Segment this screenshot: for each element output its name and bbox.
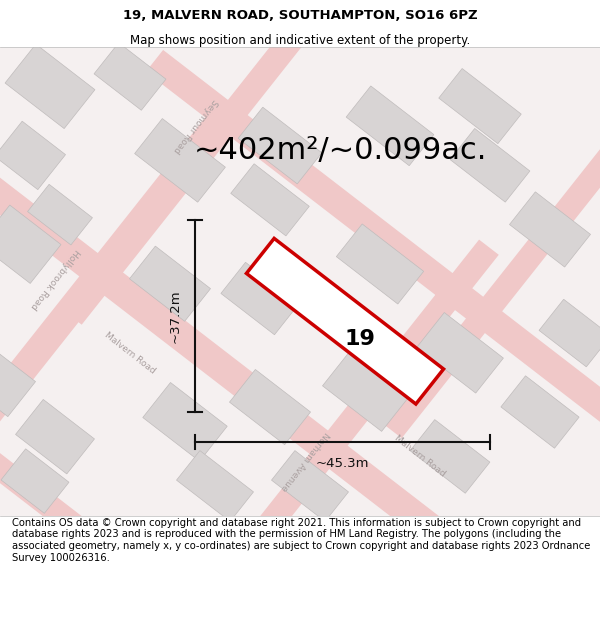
Polygon shape bbox=[146, 50, 600, 528]
Polygon shape bbox=[62, 0, 408, 325]
Polygon shape bbox=[176, 451, 253, 521]
Text: Malvern Road: Malvern Road bbox=[103, 330, 157, 376]
Text: Norham Avenue: Norham Avenue bbox=[279, 430, 331, 492]
Text: Seymour Road: Seymour Road bbox=[171, 97, 219, 154]
Text: 19, MALVERN ROAD, SOUTHAMPTON, SO16 6PZ: 19, MALVERN ROAD, SOUTHAMPTON, SO16 6PZ bbox=[122, 9, 478, 22]
Polygon shape bbox=[439, 69, 521, 144]
Polygon shape bbox=[0, 205, 61, 283]
Text: Malvern Road: Malvern Road bbox=[393, 434, 447, 479]
Polygon shape bbox=[383, 51, 600, 438]
Polygon shape bbox=[130, 246, 211, 321]
Polygon shape bbox=[0, 47, 600, 516]
Polygon shape bbox=[450, 129, 530, 202]
Text: Hollybrook Road: Hollybrook Road bbox=[29, 247, 81, 311]
Text: Contains OS data © Crown copyright and database right 2021. This information is : Contains OS data © Crown copyright and d… bbox=[12, 518, 590, 562]
Polygon shape bbox=[0, 291, 105, 552]
Polygon shape bbox=[238, 107, 322, 184]
Polygon shape bbox=[0, 348, 35, 417]
Polygon shape bbox=[16, 399, 94, 474]
Text: ~45.3m: ~45.3m bbox=[316, 457, 369, 470]
Polygon shape bbox=[416, 312, 503, 393]
Polygon shape bbox=[231, 164, 309, 236]
Text: ~402m²/~0.099ac.: ~402m²/~0.099ac. bbox=[193, 136, 487, 165]
Polygon shape bbox=[0, 97, 244, 549]
Text: Map shows position and indicative extent of the property.: Map shows position and indicative extent… bbox=[130, 34, 470, 47]
Polygon shape bbox=[337, 224, 424, 304]
Polygon shape bbox=[221, 262, 299, 335]
Polygon shape bbox=[28, 184, 92, 245]
Polygon shape bbox=[229, 369, 311, 444]
Polygon shape bbox=[1, 449, 69, 513]
Polygon shape bbox=[5, 44, 95, 129]
Polygon shape bbox=[539, 299, 600, 367]
Polygon shape bbox=[134, 119, 226, 202]
Polygon shape bbox=[509, 192, 590, 267]
Polygon shape bbox=[94, 42, 166, 110]
Polygon shape bbox=[501, 376, 579, 448]
Polygon shape bbox=[247, 238, 443, 404]
Text: 19: 19 bbox=[344, 329, 376, 349]
Text: ~37.2m: ~37.2m bbox=[169, 289, 182, 342]
Polygon shape bbox=[323, 353, 407, 431]
Polygon shape bbox=[0, 121, 65, 189]
Polygon shape bbox=[0, 103, 495, 582]
Polygon shape bbox=[143, 382, 227, 461]
Polygon shape bbox=[346, 86, 434, 166]
Polygon shape bbox=[272, 451, 349, 521]
Polygon shape bbox=[410, 419, 490, 493]
Polygon shape bbox=[171, 239, 499, 625]
